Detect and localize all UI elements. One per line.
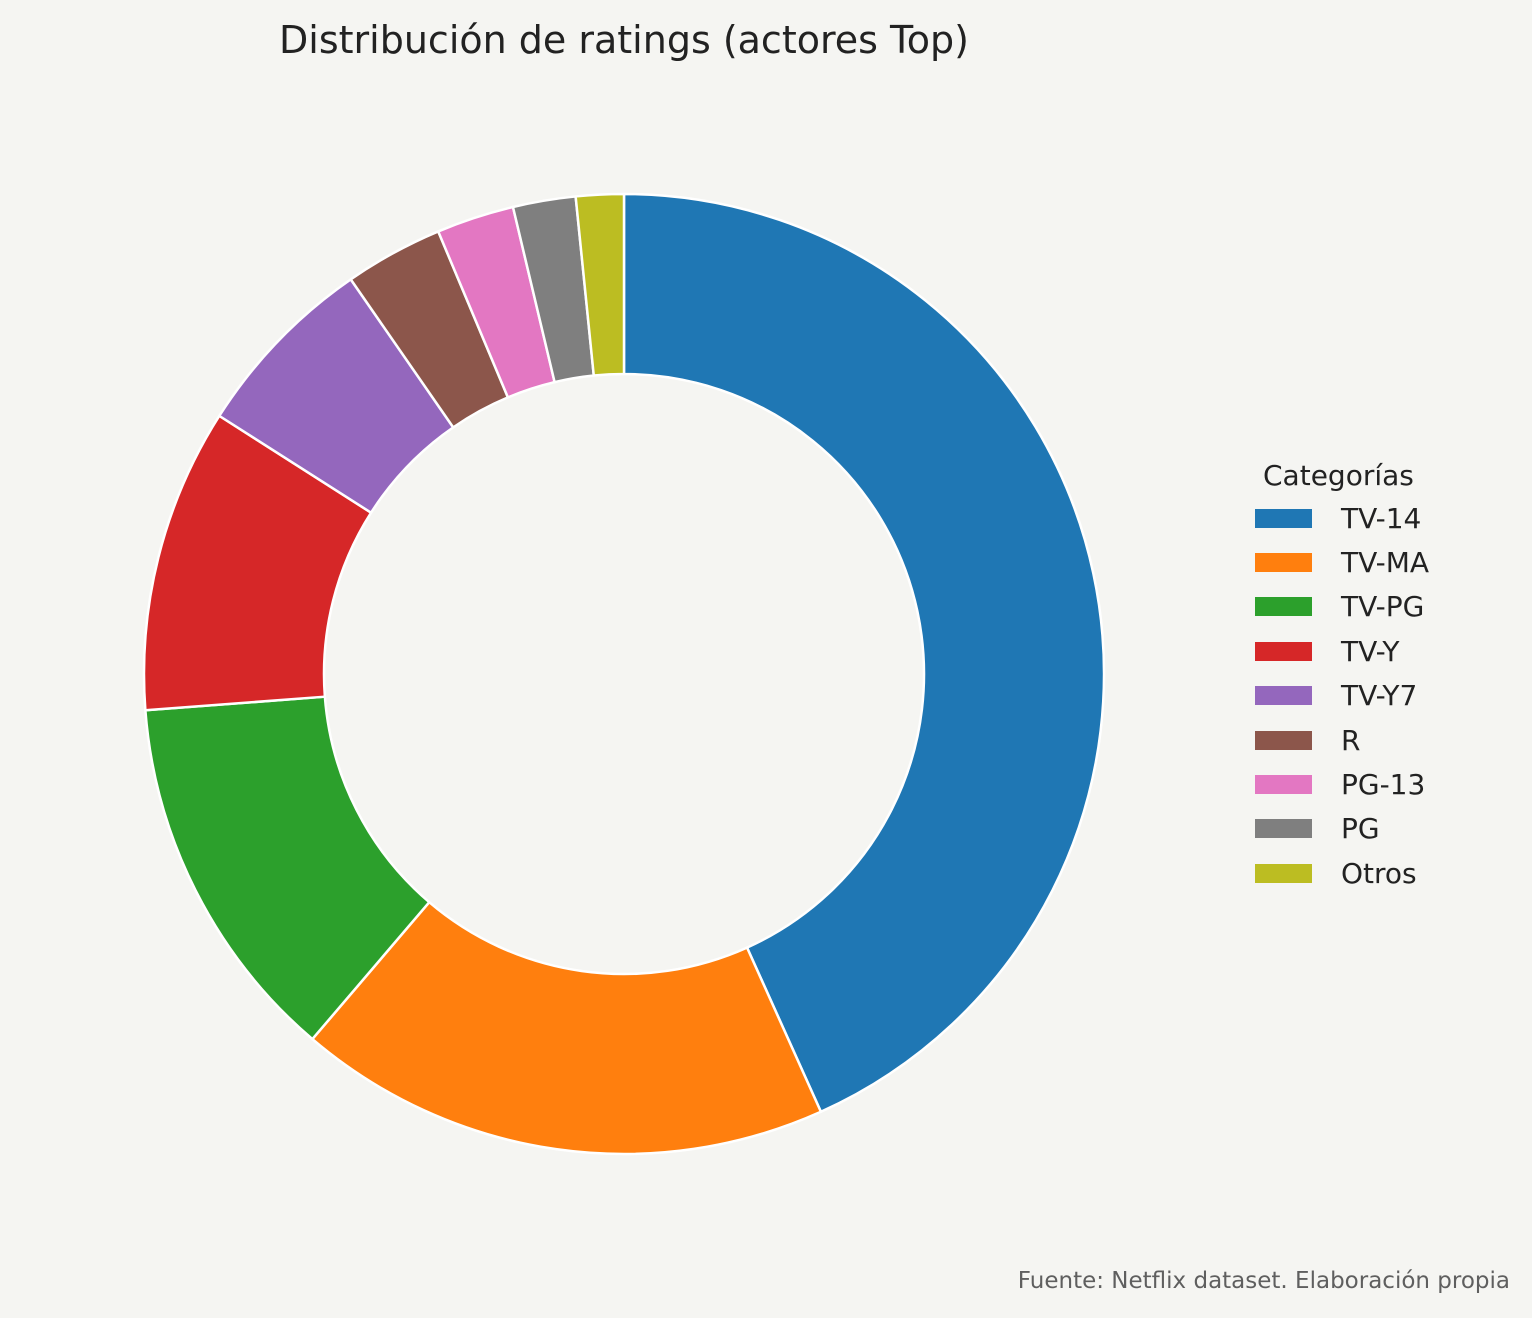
legend-item-otros: Otros — [1248, 851, 1508, 895]
legend-item-tv-y7: TV-Y7 — [1248, 674, 1508, 718]
legend-swatch-tv-14 — [1255, 508, 1312, 528]
legend-swatch-r — [1255, 730, 1312, 750]
legend-swatch-pg-13 — [1255, 775, 1312, 795]
legend-swatch-tv-y — [1255, 641, 1312, 661]
slice-tv-ma — [311, 900, 823, 1156]
legend-item-tv-pg: TV-PG — [1248, 585, 1508, 629]
legend-label-otros: Otros — [1341, 856, 1417, 890]
legend-label-pg: PG — [1341, 812, 1380, 846]
legend-item-pg: PG — [1248, 807, 1508, 851]
source-note: Fuente: Netflix dataset. Elaboración pro… — [1017, 1268, 1510, 1294]
legend-swatch-otros — [1255, 863, 1312, 883]
legend-label-r: R — [1341, 723, 1361, 757]
legend-item-tv-14: TV-14 — [1248, 496, 1508, 540]
legend-swatch-tv-ma — [1255, 553, 1312, 573]
chart-title: Distribución de ratings (actores Top) — [279, 18, 969, 62]
legend-swatch-tv-y7 — [1255, 686, 1312, 706]
slice-tv-14 — [622, 192, 1106, 1114]
legend: Categorías TV-14 TV-MA TV-PG TV-Y TV-Y7 R PG-1… — [1248, 456, 1508, 896]
legend-item-pg-13: PG-13 — [1248, 762, 1508, 806]
legend-item-tv-y: TV-Y — [1248, 629, 1508, 673]
legend-label-tv-ma: TV-MA — [1341, 546, 1430, 580]
legend-item-tv-ma: TV-MA — [1248, 540, 1508, 584]
legend-item-r: R — [1248, 718, 1508, 762]
slice-otros — [574, 192, 626, 377]
legend-swatch-tv-pg — [1255, 597, 1312, 617]
legend-swatch-pg — [1255, 819, 1312, 839]
legend-label-tv-14: TV-14 — [1341, 501, 1422, 535]
legend-label-tv-y7: TV-Y7 — [1341, 679, 1418, 713]
legend-label-pg-13: PG-13 — [1341, 768, 1426, 802]
donut-slices — [142, 192, 1106, 1156]
legend-items: TV-14 TV-MA TV-PG TV-Y TV-Y7 R PG-13 PG Otros — [1248, 496, 1508, 896]
legend-label-tv-y: TV-Y — [1341, 634, 1400, 668]
legend-label-tv-pg: TV-PG — [1341, 590, 1425, 624]
legend-title: Categorías — [1263, 459, 1414, 492]
